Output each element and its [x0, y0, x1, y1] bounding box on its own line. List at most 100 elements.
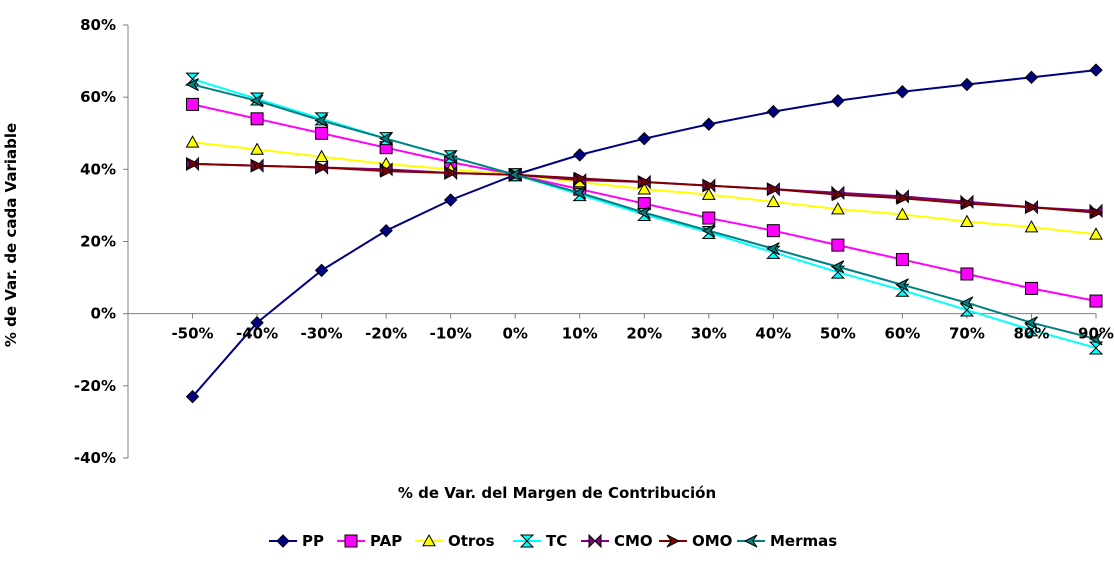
data-point-otros [895, 207, 910, 220]
legend-label-pp: PP [302, 532, 324, 550]
data-point-pp [250, 315, 264, 330]
data-point-mermas [379, 132, 393, 146]
x-tick-label: 90% [1078, 325, 1114, 343]
data-point-pap [1089, 294, 1103, 308]
legend-marker-pap [344, 534, 358, 548]
data-point-omo [250, 159, 265, 173]
data-point-otros [1024, 220, 1039, 233]
legend: PP PAP Otros TC CMO OMO Mermas [269, 532, 837, 550]
series-line-pp [191, 69, 1097, 398]
data-point-omo [573, 171, 587, 185]
data-point-otros [831, 201, 845, 215]
data-point-omo [637, 175, 652, 189]
data-point-mermas [443, 150, 458, 164]
data-point-pap [960, 267, 974, 281]
legend-item-otros: Otros [415, 532, 495, 550]
x-tick-label: -10% [430, 325, 472, 343]
data-point-pp [831, 94, 845, 108]
data-point-otros [701, 187, 716, 200]
legend-item-cmo: CMO [581, 532, 653, 550]
data-point-mermas [185, 78, 199, 91]
data-point-mermas [314, 114, 329, 128]
tick-labels: 80% 60% 40% 20% 0% -20% -40% -50% -40% -30% -20% -1… [74, 16, 1114, 467]
x-tick-label: 0% [502, 325, 527, 343]
legend-label-mermas: Mermas [770, 532, 837, 550]
legend-item-pp: PP [269, 532, 324, 550]
data-point-mermas [895, 278, 909, 292]
data-point-omo [186, 157, 200, 171]
legend-marker-otros [422, 533, 436, 547]
data-point-otros [960, 214, 974, 227]
x-tick-label: -40% [236, 325, 278, 343]
data-point-omo [1025, 200, 1039, 214]
data-point-otros [766, 194, 781, 208]
legend-label-omo: OMO [692, 532, 732, 550]
legend-marker-pp [276, 534, 290, 548]
x-tick-label: 30% [691, 325, 727, 343]
series-layer [185, 63, 1104, 404]
data-point-mermas [959, 296, 974, 310]
legend-label-pap: PAP [370, 532, 402, 550]
data-point-mermas [766, 242, 780, 256]
series-otros [185, 135, 1103, 240]
x-tick-label: -50% [171, 325, 213, 343]
data-point-pp [895, 85, 910, 99]
y-tick-label: 40% [80, 160, 116, 178]
data-point-pp [573, 148, 587, 162]
x-tick-label: 50% [820, 325, 856, 343]
data-point-mermas [1024, 316, 1038, 330]
data-point-pp [185, 389, 200, 404]
legend-item-mermas: Mermas [737, 532, 837, 550]
x-tick-label: -30% [301, 325, 343, 343]
data-point-mermas [830, 260, 845, 274]
y-tick-label: -20% [74, 377, 116, 395]
data-point-omo [315, 161, 329, 174]
legend-marker-mermas [743, 534, 758, 548]
data-point-otros [637, 182, 652, 195]
data-point-omo [831, 188, 845, 202]
series-mermas [185, 78, 1103, 346]
legend-item-tc: TC [513, 532, 567, 550]
data-point-omo [444, 166, 458, 180]
data-point-pp [1024, 70, 1039, 85]
y-tick-label: 0% [91, 305, 116, 323]
data-point-otros [250, 142, 264, 155]
data-point-mermas [508, 168, 522, 182]
data-point-pap [766, 224, 780, 238]
data-point-pp [1089, 63, 1103, 77]
data-point-omo [766, 182, 781, 196]
data-point-omo [895, 191, 910, 205]
legend-label-tc: TC [546, 532, 567, 550]
legend-item-omo: OMO [659, 532, 732, 550]
data-point-pap [250, 112, 264, 126]
y-tick-label: 60% [80, 88, 116, 106]
x-tick-label: 10% [562, 325, 598, 343]
axes [123, 24, 1097, 459]
x-tick-label: 40% [755, 325, 791, 343]
legend-label-otros: Otros [448, 532, 495, 550]
data-point-mermas [701, 224, 716, 238]
data-point-omo [379, 164, 394, 178]
legend-marker-tc [519, 534, 535, 548]
data-point-pap [186, 97, 200, 111]
x-axis-title: % de Var. del Margen de Contribución [398, 484, 716, 502]
x-tick-label: 20% [626, 325, 662, 343]
data-point-mermas [572, 186, 587, 200]
x-tick-label: 60% [884, 325, 920, 343]
data-point-mermas [1088, 332, 1103, 346]
data-point-mermas [637, 206, 651, 220]
data-point-mermas [249, 94, 264, 108]
y-tick-label: -40% [74, 449, 116, 467]
data-point-pap [895, 253, 909, 267]
x-tick-label: 80% [1014, 325, 1050, 343]
x-tick-label: -20% [365, 325, 407, 343]
data-point-pp [443, 193, 458, 207]
data-point-pp [960, 77, 974, 92]
legend-label-cmo: CMO [614, 532, 653, 550]
y-axis-title: % de Var. de cada Variable [2, 123, 20, 347]
legend-marker-omo [666, 534, 681, 548]
data-point-omo [1089, 206, 1104, 220]
data-point-otros [185, 135, 200, 148]
